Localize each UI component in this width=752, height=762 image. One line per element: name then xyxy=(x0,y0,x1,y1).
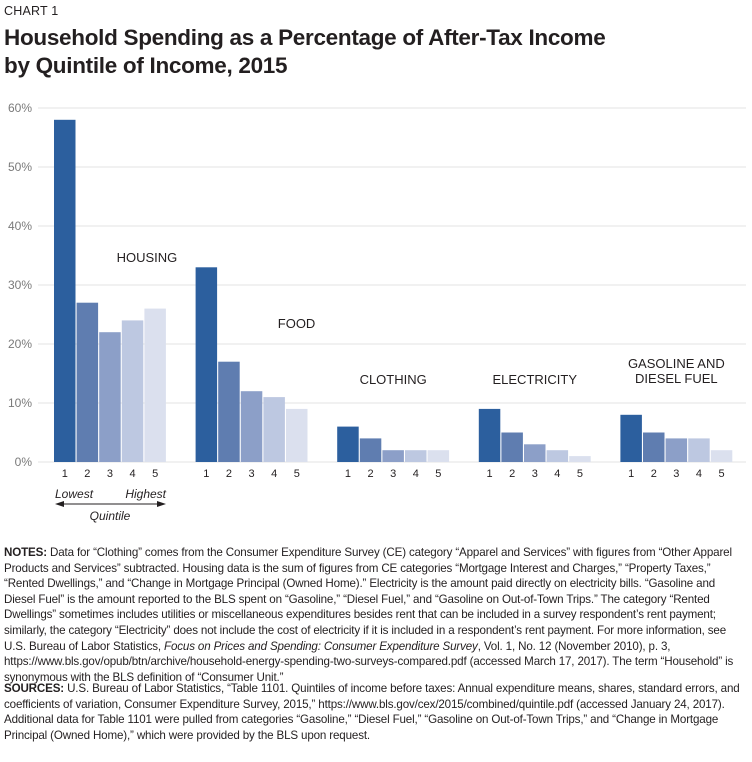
y-tick-label: 0% xyxy=(15,455,33,469)
bar-housing-q1 xyxy=(54,119,76,463)
x-tick-label: 1 xyxy=(486,468,492,480)
x-tick-label: 3 xyxy=(673,468,679,480)
chart-sources: SOURCES: U.S. Bureau of Labor Statistics… xyxy=(4,681,748,743)
chart-kicker: CHART 1 xyxy=(4,4,59,18)
x-tick-label: 3 xyxy=(107,468,113,480)
bar-gasoline-and-diesel-fuel-q2 xyxy=(643,432,665,462)
x-tick-label: 5 xyxy=(577,468,583,480)
x-tick-label: 5 xyxy=(294,468,300,480)
bar-electricity-q5 xyxy=(569,456,591,462)
group-labels: HOUSING FOOD CLOTHING ELECTRICITY GASOLINE A… xyxy=(117,250,725,387)
bar-electricity-q3 xyxy=(524,444,546,462)
x-tick-label: 4 xyxy=(129,468,135,480)
bar-food-q3 xyxy=(240,391,263,462)
gridlines xyxy=(38,107,746,463)
quintile-axis-legend: Lowest Highest Quintile xyxy=(55,487,167,523)
x-tick-label: 3 xyxy=(532,468,538,480)
bar-clothing-q1 xyxy=(337,426,359,462)
bar-clothing-q4 xyxy=(405,450,427,462)
bar-housing-q3 xyxy=(99,332,121,462)
bar-housing-q2 xyxy=(76,302,99,462)
bar-clothing-q5 xyxy=(427,450,450,462)
x-tick-label: 4 xyxy=(696,468,702,480)
sources-text: U.S. Bureau of Labor Statistics, “Table … xyxy=(4,682,740,742)
x-tick-label: 5 xyxy=(152,468,158,480)
quintile-high-label: Highest xyxy=(125,487,166,501)
group-label: FOOD xyxy=(278,316,316,331)
bar-housing-q5 xyxy=(144,308,166,462)
x-tick-label: 5 xyxy=(435,468,441,480)
bar-chart: 0% 10% 20% 30% 40% 50% 60% 1 2 3 4 5 1 2 3 4 5 1 2 3 4 5 1 2 3 4… xyxy=(8,101,746,523)
x-tick-label: 1 xyxy=(203,468,209,480)
group-label: GASOLINE AND xyxy=(628,356,725,371)
chart-notes: NOTES: Data for “Clothing” comes from th… xyxy=(4,545,748,685)
x-tick-label: 2 xyxy=(651,468,657,480)
group-label: HOUSING xyxy=(117,250,178,265)
bar-gasoline-and-diesel-fuel-q3 xyxy=(665,438,688,462)
chart-title-line-1: Household Spending as a Percentage of Af… xyxy=(4,25,606,50)
x-axis-ticks: 1 2 3 4 5 1 2 3 4 5 1 2 3 4 5 1 2 3 4 5 1 2 3 4 5 xyxy=(62,468,725,480)
y-tick-label: 10% xyxy=(8,396,32,410)
notes-text-part-2: , Vol. 1, No. 12 (November 2010), p. 3, … xyxy=(4,639,734,684)
x-tick-label: 2 xyxy=(226,468,232,480)
y-tick-label: 50% xyxy=(8,160,32,174)
sources-label: SOURCES: xyxy=(4,682,64,695)
group-label: DIESEL FUEL xyxy=(635,371,718,386)
bar-housing-q4 xyxy=(121,320,144,462)
group-label: ELECTRICITY xyxy=(492,372,577,387)
x-tick-label: 3 xyxy=(248,468,254,480)
bar-electricity-q1 xyxy=(478,408,501,462)
x-tick-label: 4 xyxy=(413,468,419,480)
notes-text-part-1: Data for “Clothing” comes from the Consu… xyxy=(4,546,732,653)
quintile-low-label: Lowest xyxy=(55,487,94,501)
x-tick-label: 1 xyxy=(628,468,634,480)
group-label: CLOTHING xyxy=(360,372,427,387)
y-tick-label: 60% xyxy=(8,101,32,115)
bar-gasoline-and-diesel-fuel-q1 xyxy=(620,414,642,462)
quintile-arrow-left-head xyxy=(55,501,64,507)
bar-food-q1 xyxy=(195,267,218,462)
y-tick-label: 40% xyxy=(8,219,32,233)
quintile-arrow-right-head xyxy=(157,501,166,507)
chart-title: Household Spending as a Percentage of Af… xyxy=(4,24,744,80)
x-tick-label: 1 xyxy=(345,468,351,480)
notes-publication-title: Focus on Prices and Spending: Consumer E… xyxy=(164,639,478,653)
bar-clothing-q2 xyxy=(359,438,382,462)
y-axis-ticks: 0% 10% 20% 30% 40% 50% 60% xyxy=(8,101,32,469)
bar-gasoline-and-diesel-fuel-q4 xyxy=(688,438,710,462)
bar-food-q4 xyxy=(263,397,285,462)
x-tick-label: 2 xyxy=(367,468,373,480)
y-tick-label: 30% xyxy=(8,278,32,292)
x-tick-label: 4 xyxy=(271,468,277,480)
y-tick-label: 20% xyxy=(8,337,32,351)
bar-electricity-q2 xyxy=(501,432,523,462)
chart-title-line-2: by Quintile of Income, 2015 xyxy=(4,53,288,78)
x-tick-label: 2 xyxy=(84,468,90,480)
bar-food-q2 xyxy=(218,361,240,462)
x-tick-label: 4 xyxy=(554,468,560,480)
bar-clothing-q3 xyxy=(382,450,404,462)
notes-label: NOTES: xyxy=(4,546,47,559)
x-tick-label: 2 xyxy=(509,468,515,480)
bar-food-q5 xyxy=(286,408,308,462)
x-tick-label: 1 xyxy=(62,468,68,480)
bars xyxy=(54,119,733,463)
bar-electricity-q4 xyxy=(546,450,569,462)
x-tick-label: 5 xyxy=(718,468,724,480)
x-tick-label: 3 xyxy=(390,468,396,480)
bar-gasoline-and-diesel-fuel-q5 xyxy=(710,450,733,462)
quintile-axis-label: Quintile xyxy=(90,509,131,523)
